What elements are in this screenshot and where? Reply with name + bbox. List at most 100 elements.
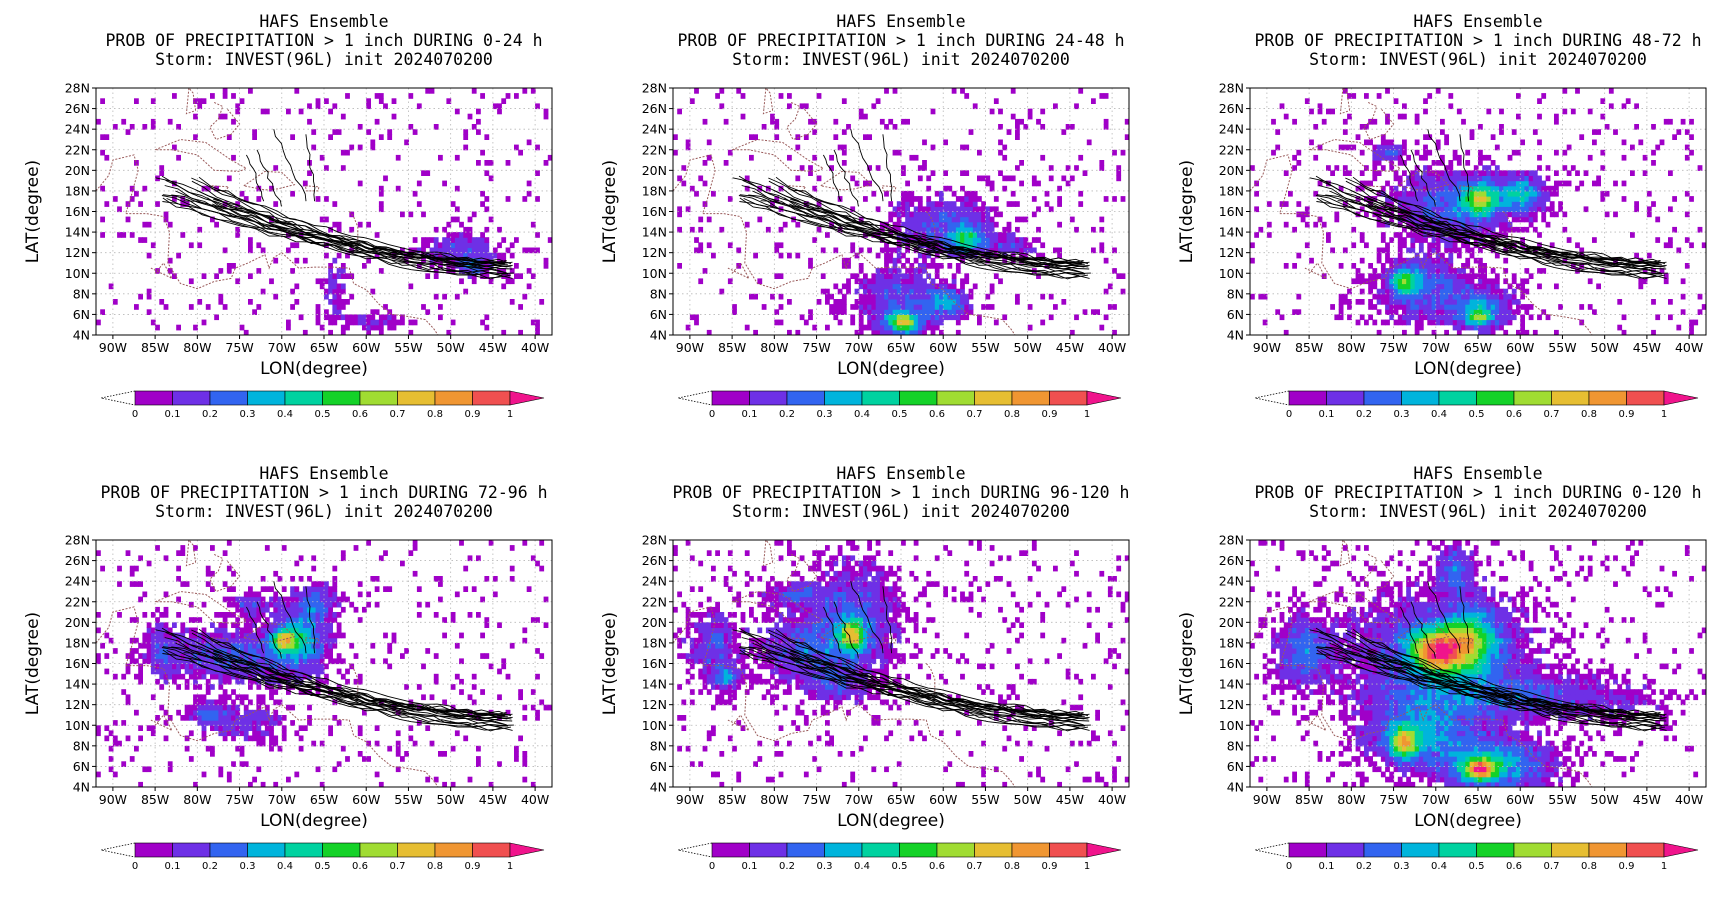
prob-cell — [1545, 175, 1551, 182]
prob-cell — [985, 216, 991, 223]
prob-cell — [286, 776, 291, 783]
prob-cell — [277, 612, 283, 618]
prob-cell — [218, 627, 224, 634]
prob-cell — [1579, 304, 1585, 310]
prob-cell — [981, 216, 986, 223]
prob-cell — [1482, 324, 1487, 331]
prob-cell — [159, 663, 165, 670]
prob-cell — [256, 668, 262, 675]
colorbar-label: 0.6 — [1506, 409, 1522, 420]
colorbar-label: 0.2 — [1356, 409, 1372, 420]
prob-cell — [689, 622, 695, 628]
prob-cell — [100, 149, 105, 156]
prob-cell — [1511, 226, 1517, 233]
prob-cell — [273, 699, 279, 706]
prob-cell — [1376, 273, 1382, 279]
prob-cell — [930, 324, 936, 331]
prob-cell — [1389, 268, 1395, 274]
prob-cell — [332, 319, 338, 326]
prob-cell — [1482, 196, 1487, 202]
prob-cell — [1406, 304, 1411, 310]
prob-cell — [989, 108, 995, 115]
prob-cell — [1385, 319, 1390, 326]
prob-cell — [1423, 293, 1428, 300]
prob-cell — [167, 668, 173, 675]
prob-cell — [1689, 196, 1694, 202]
y-tick-label: 12N — [65, 697, 90, 712]
prob-cell — [125, 735, 131, 742]
prob-cell — [846, 257, 851, 264]
prob-cell — [340, 314, 346, 321]
prob-cell — [256, 725, 262, 731]
prob-cell — [1499, 221, 1504, 228]
storm-track — [191, 632, 513, 731]
prob-cell — [1469, 190, 1475, 197]
prob-cell — [1448, 314, 1454, 321]
prob-cell — [1516, 170, 1521, 176]
prob-cell — [711, 658, 716, 665]
prob-cell — [1461, 299, 1466, 305]
prob-cell — [706, 653, 712, 659]
prob-cell — [324, 606, 329, 613]
prob-cell — [951, 283, 957, 290]
prob-cell — [1389, 165, 1395, 171]
prob-cell — [286, 668, 291, 675]
colorbar-segment — [711, 390, 750, 406]
prob-cell — [943, 232, 948, 238]
colorbar-label: 0.4 — [1431, 409, 1447, 420]
prob-cell — [197, 632, 203, 639]
prob-cell — [863, 299, 868, 305]
prob-cell — [711, 673, 716, 680]
prob-cell — [1511, 201, 1517, 207]
prob-cell — [226, 612, 232, 618]
prob-cell — [702, 684, 708, 690]
prob-cell — [1338, 263, 1344, 269]
prob-cell — [222, 704, 228, 711]
prob-cell — [1566, 170, 1572, 176]
prob-cell — [155, 678, 160, 685]
prob-cell — [1486, 206, 1492, 213]
prob-cell — [1625, 98, 1631, 104]
prob-cell — [1461, 273, 1466, 279]
prob-cell — [888, 329, 894, 335]
prob-cell — [332, 299, 338, 305]
colorbar-label: 0 — [709, 409, 715, 420]
prob-cell — [459, 221, 464, 228]
prob-cell — [218, 699, 224, 706]
prob-cell — [277, 576, 283, 582]
prob-cell — [454, 247, 460, 254]
prob-cell — [311, 596, 317, 603]
prob-cell — [1452, 299, 1458, 305]
prob-cell — [281, 617, 287, 623]
prob-cell — [955, 226, 961, 233]
prob-cell — [1499, 288, 1504, 295]
prob-cell — [1376, 93, 1382, 99]
prob-cell — [711, 637, 716, 644]
prob-cell — [1684, 190, 1690, 197]
prob-cell — [706, 678, 712, 685]
prob-cell — [875, 98, 881, 104]
prob-cell — [939, 263, 944, 269]
prob-cell — [260, 720, 266, 726]
prob-cell — [446, 329, 452, 335]
storm-track — [1319, 179, 1661, 264]
prob-cell — [248, 715, 253, 721]
prob-cell — [311, 606, 317, 613]
prob-cell — [366, 98, 371, 104]
prob-cell — [1368, 273, 1373, 279]
prob-cell — [324, 673, 329, 680]
prob-cell — [142, 637, 148, 644]
colorbar-segment — [974, 390, 1013, 406]
prob-cell — [841, 144, 847, 151]
prob-cell — [1427, 149, 1433, 156]
prob-cell — [909, 299, 915, 305]
prob-cell — [998, 124, 1003, 130]
prob-cell — [222, 550, 228, 556]
prob-cell — [155, 653, 160, 659]
prob-cell — [1397, 242, 1403, 249]
prob-cell — [795, 221, 801, 228]
prob-cell — [985, 226, 991, 233]
prob-cell — [871, 299, 877, 305]
prob-cell — [1359, 278, 1365, 285]
